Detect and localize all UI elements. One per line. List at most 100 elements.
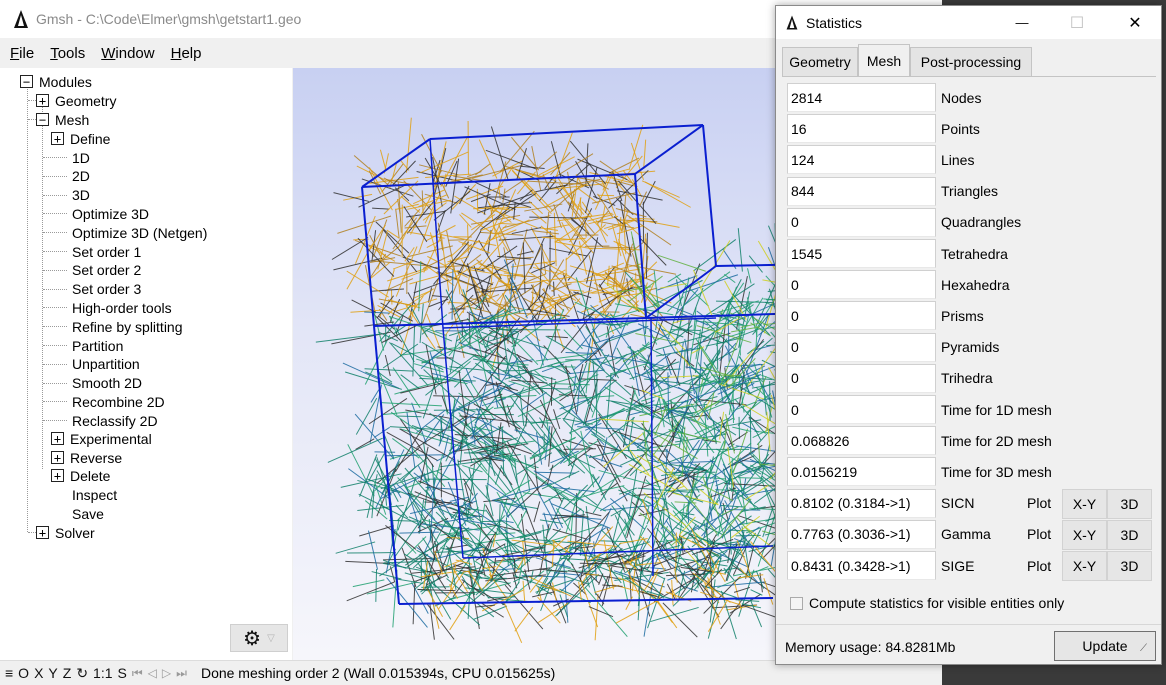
tab-geometry[interactable]: Geometry — [782, 47, 858, 77]
view-origin-button[interactable]: O — [18, 665, 30, 681]
tree-mesh-item[interactable]: Set order 3 — [43, 280, 141, 299]
quality-value-field: 0.7763 (0.3036->1) — [787, 519, 936, 549]
menu-file[interactable]: File — [10, 44, 35, 62]
view-z-button[interactable]: Z — [62, 665, 72, 681]
tree-mesh-item-label: Refine by splitting — [72, 318, 183, 335]
minimize-icon[interactable]: — — [1015, 15, 1029, 30]
tree-mesh-item[interactable]: 3D — [43, 186, 90, 205]
tree-mesh-item[interactable]: Smooth 2D — [43, 374, 142, 393]
update-label: Update — [1082, 638, 1128, 654]
close-icon[interactable]: ✕ — [1128, 14, 1142, 32]
plot-xy-button[interactable]: X-Y — [1062, 519, 1107, 550]
stat-value-field: 844 — [787, 176, 936, 206]
update-button[interactable]: Update ⟋ — [1054, 631, 1156, 661]
tree-mesh-item[interactable]: Set order 2 — [43, 261, 141, 280]
stat-row: 0.0156219 Time for 3D mesh — [787, 457, 1152, 488]
quality-value-field: 0.8431 (0.3428->1) — [787, 551, 936, 580]
options-gear-button[interactable]: ⚙ ▽ — [230, 624, 288, 652]
stat-label: Tetrahedra — [941, 245, 1008, 262]
stat-value-field: 0 — [787, 332, 936, 362]
plot-3d-button[interactable]: 3D — [1107, 551, 1152, 581]
visible-entities-checkbox[interactable]: Compute statistics for visible entities … — [790, 595, 1064, 611]
stat-value-field: 1545 — [787, 239, 936, 268]
tree-geometry[interactable]: + Geometry — [36, 91, 116, 110]
tree-mesh-item[interactable]: Set order 1 — [43, 242, 142, 261]
tree-label-reverse: Reverse — [70, 449, 123, 466]
tab-post-processing[interactable]: Post-processing — [910, 47, 1032, 77]
tree-reverse[interactable]: + Reverse — [51, 448, 122, 467]
expand-icon[interactable]: + — [51, 469, 64, 482]
expand-icon[interactable]: + — [36, 94, 49, 107]
view-x-button[interactable]: X — [34, 665, 44, 681]
tree-mesh-item[interactable]: High-order tools — [43, 298, 172, 317]
stat-row: 2814 Nodes — [787, 83, 1152, 114]
tree-mesh-item-label: Set order 1 — [72, 243, 142, 260]
last-step-icon[interactable]: ⏭ — [176, 665, 187, 680]
menu-window[interactable]: Window — [101, 44, 155, 62]
scale-button[interactable]: 1:1 — [93, 665, 113, 681]
tree-modules[interactable]: − Modules — [20, 72, 92, 91]
tree-mesh-item[interactable]: Unpartition — [43, 355, 140, 374]
tree-solver[interactable]: + Solver — [36, 523, 95, 542]
quality-row: 0.8102 (0.3184->1) SICN Plot X-Y 3D — [787, 488, 1152, 520]
tree-mesh-item[interactable]: Refine by splitting — [43, 317, 183, 336]
rotate-icon[interactable]: ↻ — [76, 664, 89, 681]
tree-mesh[interactable]: − Mesh — [36, 110, 89, 129]
expand-icon[interactable]: + — [51, 132, 64, 145]
tree-label-delete: Delete — [70, 467, 111, 484]
collapse-icon[interactable]: − — [20, 75, 33, 88]
tree-experimental[interactable]: + Experimental — [51, 429, 152, 448]
tree-save[interactable]: Save — [72, 504, 104, 523]
prev-step-icon[interactable]: ◁ — [147, 666, 157, 680]
gmsh-logo-icon — [14, 10, 28, 28]
tree-label-geometry: Geometry — [55, 92, 117, 109]
visible-entities-label: Compute statistics for visible entities … — [809, 595, 1065, 611]
window-title: Gmsh - C:\Code\Elmer\gmsh\getstart1.geo — [36, 11, 302, 27]
stat-row: 1545 Tetrahedra — [787, 239, 1152, 270]
tree-mesh-item[interactable]: 1D — [43, 148, 90, 167]
expand-icon[interactable]: + — [51, 451, 64, 464]
tree-label-mesh: Mesh — [55, 111, 90, 128]
statistics-title-bar: Statistics — ☐ ✕ — [776, 6, 1161, 39]
tab-mesh[interactable]: Mesh — [858, 44, 910, 77]
maximize-icon[interactable]: ☐ — [1069, 14, 1085, 32]
tree-mesh-item-label: High-order tools — [72, 299, 172, 316]
checkbox-box[interactable] — [790, 596, 803, 610]
plot-xy-button[interactable]: X-Y — [1062, 488, 1107, 519]
tree-mesh-item[interactable]: Recombine 2D — [43, 392, 165, 411]
tree-mesh-item[interactable]: Partition — [43, 336, 123, 355]
tree-mesh-item[interactable]: Optimize 3D — [43, 204, 149, 223]
stat-label: Triangles — [941, 183, 999, 200]
view-y-button[interactable]: Y — [48, 665, 58, 681]
tree-mesh-item-label: 1D — [72, 149, 90, 166]
stat-label: Trihedra — [941, 370, 993, 387]
mesh-render — [315, 117, 942, 644]
memory-usage: Memory usage: 84.8281Mb — [785, 639, 956, 655]
tree-mesh-item[interactable]: Reclassify 2D — [43, 411, 158, 430]
tree-mesh-item[interactable]: Optimize 3D (Netgen) — [43, 223, 207, 242]
tree-delete[interactable]: + Delete — [51, 466, 110, 485]
menu-tools[interactable]: Tools — [50, 44, 86, 62]
expand-icon[interactable]: + — [36, 526, 49, 539]
stat-value-field: 0 — [787, 301, 936, 331]
plot-xy-button[interactable]: X-Y — [1062, 551, 1107, 581]
stat-row: 844 Triangles — [787, 176, 1152, 208]
menu-help[interactable]: Help — [170, 44, 202, 62]
tree-mesh-item[interactable]: 2D — [43, 167, 90, 186]
stat-value-field: 0.0156219 — [787, 457, 936, 487]
collapse-icon[interactable]: − — [36, 113, 49, 126]
expand-icon[interactable]: + — [51, 432, 64, 445]
tree-mesh-item-label: Unpartition — [72, 356, 140, 373]
stat-value-field: 0.068826 — [787, 426, 936, 456]
tree-label-define: Define — [70, 130, 111, 147]
select-button[interactable]: S — [117, 665, 127, 681]
menu-toggle-icon[interactable]: ≡ — [5, 665, 14, 681]
tree-inspect[interactable]: Inspect — [72, 485, 117, 504]
plot-3d-button[interactable]: 3D — [1107, 519, 1152, 550]
plot-label: Plot — [1027, 495, 1052, 512]
first-step-icon[interactable]: ⏮ — [131, 665, 143, 680]
tree-define[interactable]: + Define — [51, 129, 110, 148]
plot-3d-button[interactable]: 3D — [1107, 488, 1152, 519]
stat-row: 0 Hexahedra — [787, 270, 1152, 301]
next-step-icon[interactable]: ▷ — [161, 666, 172, 680]
